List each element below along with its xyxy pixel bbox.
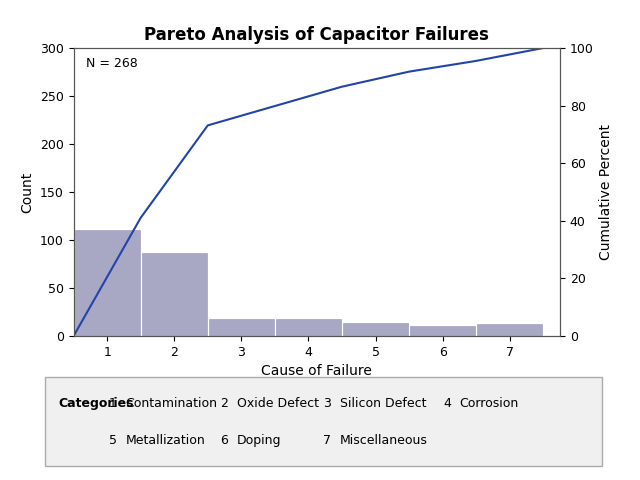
Text: 7: 7 xyxy=(323,434,332,447)
Text: 1: 1 xyxy=(109,397,116,410)
Text: Categories: Categories xyxy=(59,397,134,410)
Bar xyxy=(343,323,408,336)
Bar xyxy=(477,324,542,336)
Text: 4: 4 xyxy=(443,397,451,410)
Text: Doping: Doping xyxy=(237,434,282,447)
Text: Silicon Defect: Silicon Defect xyxy=(340,397,426,410)
Text: 5: 5 xyxy=(109,434,117,447)
Title: Pareto Analysis of Capacitor Failures: Pareto Analysis of Capacitor Failures xyxy=(145,25,489,44)
Text: 2: 2 xyxy=(220,397,228,410)
Text: Miscellaneous: Miscellaneous xyxy=(340,434,428,447)
FancyBboxPatch shape xyxy=(45,377,602,466)
Y-axis label: Cumulative Percent: Cumulative Percent xyxy=(599,124,613,260)
Y-axis label: Count: Count xyxy=(20,171,35,213)
Text: Corrosion: Corrosion xyxy=(460,397,519,410)
Text: 3: 3 xyxy=(323,397,331,410)
Text: Metallization: Metallization xyxy=(125,434,205,447)
Bar xyxy=(209,319,274,336)
Bar xyxy=(75,230,140,336)
Text: N = 268: N = 268 xyxy=(86,57,138,70)
Bar xyxy=(276,319,341,336)
X-axis label: Cause of Failure: Cause of Failure xyxy=(261,364,372,378)
Bar xyxy=(410,326,475,336)
Text: 6: 6 xyxy=(220,434,228,447)
Text: Oxide Defect: Oxide Defect xyxy=(237,397,319,410)
Bar xyxy=(141,253,207,336)
Text: Contamination: Contamination xyxy=(125,397,218,410)
